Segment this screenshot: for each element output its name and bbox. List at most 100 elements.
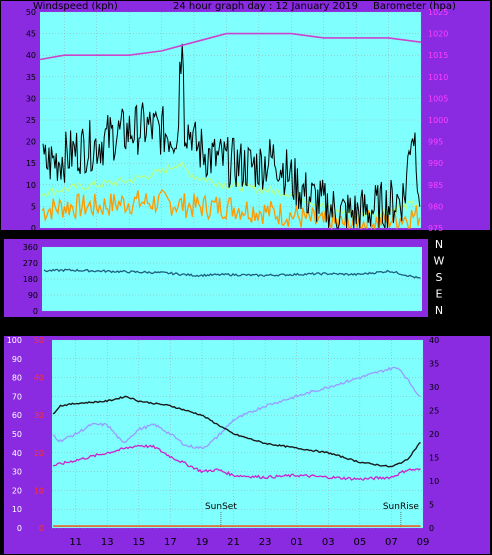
barometer-tick-label: 1010 [428,73,448,82]
x-tick-label: 19 [188,231,201,242]
humidity-tick-label: 20 [12,486,22,495]
humidity-tick-label: 90 [12,355,22,364]
temperature-tick-label: 5 [429,501,434,510]
annotation-label: SunRise [383,502,420,512]
humidity-tick-label: 40 [12,449,22,458]
barometer-tick-label: 1005 [428,94,448,103]
windspeed-tick-label: 10 [26,181,36,190]
panel1-x-tick-labels: 11 13 15 17 19 21 23 01 03 05 07 09 [58,231,427,242]
x-tick-label: 01 [285,231,298,242]
annotation-label: SunSet [205,502,237,512]
x-tick-label: 13 [101,537,114,548]
barometer-line [39,32,422,61]
windspeed-gust-line [42,43,421,229]
x-tick-label: 09 [415,231,428,242]
humidity-tick-label: 60 [12,411,22,420]
barometer-tick-label: 980 [428,202,443,211]
panel2-series [43,268,421,279]
x-tick-label: 17 [155,231,168,242]
panel3-x-tick-labels: 11 13 15 17 19 21 23 01 03 05 07 09 [69,537,429,548]
rain-tick-label: 0 [39,524,44,533]
x-tick-label: 11 [58,231,71,242]
barometer-tick-label: 990 [428,159,443,168]
rain-humidity-axis-title: Rainfall (mm) Humidity (%) [2,323,125,333]
temperature-tick-label: 15 [429,454,439,463]
x-tick-label: 19 [196,537,209,548]
x-tick-label: 05 [350,231,363,242]
windspeed-tick-label: 50 [26,8,36,17]
windspeed-low-line [41,189,421,231]
temperature-tick-label: 20 [429,430,439,439]
panel2-grid [42,246,422,312]
x-tick-label: 09 [417,537,430,548]
direction-label: N [435,238,443,251]
barometer-tick-label: 1025 [428,8,448,17]
rain-tick-label: 10 [34,486,44,495]
x-tick-label: 01 [290,537,303,548]
windspeed-tick-label: 40 [26,51,36,60]
direction-tick-label: 180 [23,275,38,284]
x-tick-label: 07 [382,231,395,242]
x-tick-label: 23 [253,231,266,242]
direction-tick-label: 360 [23,243,38,252]
panel1-series [39,32,422,231]
barometer-tick-label: 1000 [428,116,448,125]
direction-tick-label: 0 [33,307,38,316]
humidity-tick-label: 0 [17,524,22,533]
windspeed-tick-label: 5 [31,202,36,211]
windspeed-tick-label: 25 [26,116,36,125]
barometer-axis-title: Barometer (hpa) [373,1,456,12]
temperature-tick-label: 35 [429,360,439,369]
temperature-dewpoint-axis-title: Temperature (°C)Dew Point (°C) [311,323,455,333]
direction-label: S [436,271,443,284]
x-tick-label: 03 [322,537,335,548]
direction-label: W [434,255,445,268]
x-tick-label: 05 [353,537,366,548]
humidity-tick-label: 70 [12,392,22,401]
x-tick-label: 23 [259,537,272,548]
dew-point-line [52,366,421,450]
wind-direction-line [43,268,421,279]
rain-tick-label: 40 [34,374,44,383]
windspeed-tick-label: 15 [26,159,36,168]
direction-label: N [435,304,443,317]
barometer-tick-label: 1020 [428,30,448,39]
temperature-tick-label: 25 [429,407,439,416]
x-tick-label: 21 [227,537,240,548]
barometer-tick-label: 985 [428,181,443,190]
windspeed-tick-label: 20 [26,138,36,147]
panel3-axes: 0 10 20 30 40 50 60 70 80 90 100 0 10 20 30 40 50 0 5 10 15 2… [7,336,439,533]
x-tick-label: 11 [69,537,82,548]
humidity-tick-label: 50 [12,430,22,439]
temperature-tick-label: 40 [429,336,439,345]
humidity-tick-label: 100 [7,336,22,345]
x-tick-label: 13 [90,231,103,242]
x-tick-label: 07 [385,537,398,548]
x-tick-label: 17 [164,537,177,548]
humidity-tick-label: 80 [12,374,22,383]
x-tick-label: 15 [123,231,136,242]
windspeed-tick-label: 35 [26,73,36,82]
humidity-tick-label: 30 [12,468,22,477]
rain-tick-label: 30 [34,411,44,420]
x-tick-label: 15 [132,537,145,548]
panel2-axes: 0 90 180 270 360 [23,243,38,316]
panel3-series [52,366,421,527]
barometer-tick-label: 995 [428,138,443,147]
humidity-tick-label: 10 [12,505,22,514]
temperature-tick-label: 10 [429,477,439,486]
rain-tick-label: 20 [34,449,44,458]
barometer-tick-label: 975 [428,224,443,233]
rain-tick-label: 50 [34,336,44,345]
windspeed-tick-label: 30 [26,94,36,103]
x-tick-label: 03 [317,231,330,242]
panel3-annotations: SunSet SunRise [205,502,419,528]
temperature-tick-label: 0 [429,524,434,533]
x-tick-label: 21 [220,231,233,242]
direction-label: E [436,288,443,301]
windspeed-tick-label: 0 [31,224,36,233]
direction-tick-label: 90 [28,291,38,300]
direction-tick-label: 270 [23,259,38,268]
